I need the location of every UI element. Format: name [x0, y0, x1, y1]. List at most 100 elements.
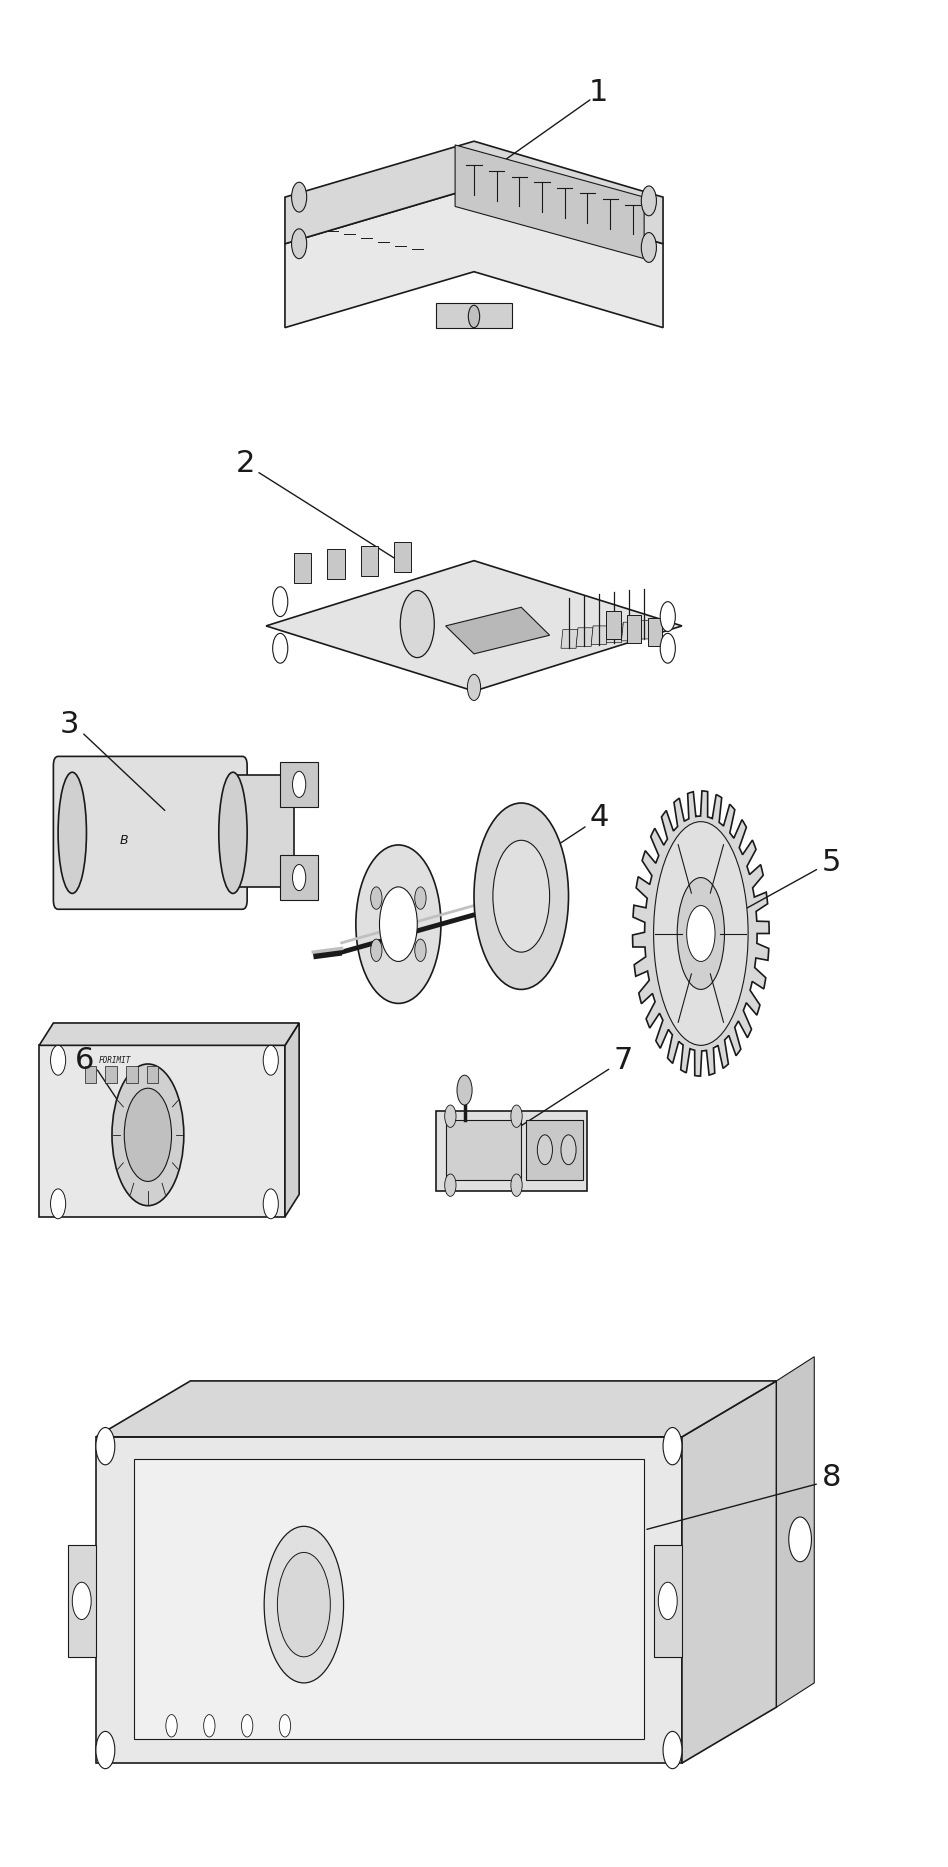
Circle shape: [273, 633, 288, 663]
Circle shape: [789, 1518, 811, 1561]
Polygon shape: [39, 1046, 285, 1217]
Bar: [360, 545, 377, 575]
Circle shape: [379, 887, 417, 962]
Polygon shape: [561, 629, 578, 648]
Polygon shape: [266, 560, 682, 691]
Polygon shape: [96, 1382, 776, 1438]
Bar: [295, 553, 312, 583]
Circle shape: [415, 939, 426, 962]
Circle shape: [264, 1527, 343, 1682]
Bar: [126, 1066, 137, 1083]
Polygon shape: [446, 607, 550, 653]
Text: 7: 7: [613, 1046, 633, 1075]
Polygon shape: [636, 620, 653, 639]
Circle shape: [96, 1731, 115, 1768]
Text: 1: 1: [589, 78, 609, 106]
Text: B: B: [120, 835, 129, 848]
Circle shape: [511, 1105, 522, 1128]
Ellipse shape: [493, 840, 550, 952]
Text: 6: 6: [75, 1046, 94, 1075]
Bar: [105, 1066, 117, 1083]
Circle shape: [293, 864, 306, 891]
Text: 3: 3: [60, 709, 80, 739]
Circle shape: [538, 1135, 553, 1165]
Circle shape: [457, 1075, 472, 1105]
Circle shape: [641, 233, 656, 263]
Polygon shape: [436, 304, 512, 327]
Circle shape: [468, 306, 480, 327]
Bar: [147, 1066, 158, 1083]
Text: 8: 8: [822, 1464, 841, 1492]
Bar: [628, 614, 641, 642]
Circle shape: [204, 1714, 215, 1736]
Circle shape: [50, 1189, 65, 1219]
Circle shape: [124, 1088, 172, 1182]
Polygon shape: [607, 624, 624, 642]
Circle shape: [415, 887, 426, 909]
Circle shape: [264, 1046, 279, 1075]
Circle shape: [660, 601, 675, 631]
Circle shape: [242, 1714, 253, 1736]
Ellipse shape: [58, 773, 86, 894]
Circle shape: [400, 590, 434, 657]
Polygon shape: [653, 1546, 682, 1656]
Text: 4: 4: [589, 803, 609, 833]
Circle shape: [166, 1714, 177, 1736]
Polygon shape: [96, 1438, 682, 1762]
Circle shape: [112, 1064, 184, 1206]
Polygon shape: [285, 142, 663, 245]
Polygon shape: [632, 792, 769, 1075]
Polygon shape: [436, 1111, 588, 1191]
Bar: [607, 611, 621, 639]
Circle shape: [663, 1428, 682, 1466]
Circle shape: [445, 1174, 456, 1197]
Polygon shape: [576, 627, 593, 646]
Circle shape: [292, 230, 307, 260]
Circle shape: [50, 1046, 65, 1075]
Polygon shape: [682, 1382, 776, 1762]
FancyBboxPatch shape: [53, 756, 247, 909]
Circle shape: [445, 1105, 456, 1128]
Polygon shape: [285, 1023, 300, 1217]
Bar: [327, 549, 344, 579]
Circle shape: [273, 586, 288, 616]
Polygon shape: [592, 625, 609, 644]
Circle shape: [371, 887, 382, 909]
Polygon shape: [67, 1546, 96, 1656]
Circle shape: [371, 939, 382, 962]
Polygon shape: [281, 762, 318, 807]
Ellipse shape: [653, 821, 748, 1046]
Bar: [84, 1066, 96, 1083]
Circle shape: [292, 183, 307, 213]
Polygon shape: [776, 1357, 814, 1706]
Circle shape: [467, 674, 481, 700]
Ellipse shape: [677, 877, 724, 990]
Polygon shape: [281, 855, 318, 900]
Circle shape: [663, 1731, 682, 1768]
Circle shape: [511, 1174, 522, 1197]
Polygon shape: [622, 622, 638, 640]
Polygon shape: [455, 146, 644, 260]
Ellipse shape: [474, 803, 569, 990]
Circle shape: [280, 1714, 291, 1736]
Circle shape: [72, 1581, 91, 1619]
Circle shape: [96, 1428, 115, 1466]
Bar: [393, 541, 410, 571]
Circle shape: [658, 1581, 677, 1619]
Text: 5: 5: [822, 848, 841, 877]
Text: 2: 2: [235, 450, 255, 478]
Bar: [647, 618, 662, 646]
Polygon shape: [39, 1023, 300, 1046]
Circle shape: [293, 771, 306, 797]
Polygon shape: [526, 1120, 583, 1180]
Circle shape: [278, 1553, 330, 1656]
Circle shape: [686, 905, 715, 962]
Ellipse shape: [356, 846, 441, 1003]
Ellipse shape: [219, 773, 247, 894]
Text: FORIMIT: FORIMIT: [99, 1055, 131, 1064]
Circle shape: [660, 633, 675, 663]
Polygon shape: [446, 1120, 521, 1180]
Circle shape: [561, 1135, 576, 1165]
Circle shape: [264, 1189, 279, 1219]
Polygon shape: [233, 775, 295, 887]
